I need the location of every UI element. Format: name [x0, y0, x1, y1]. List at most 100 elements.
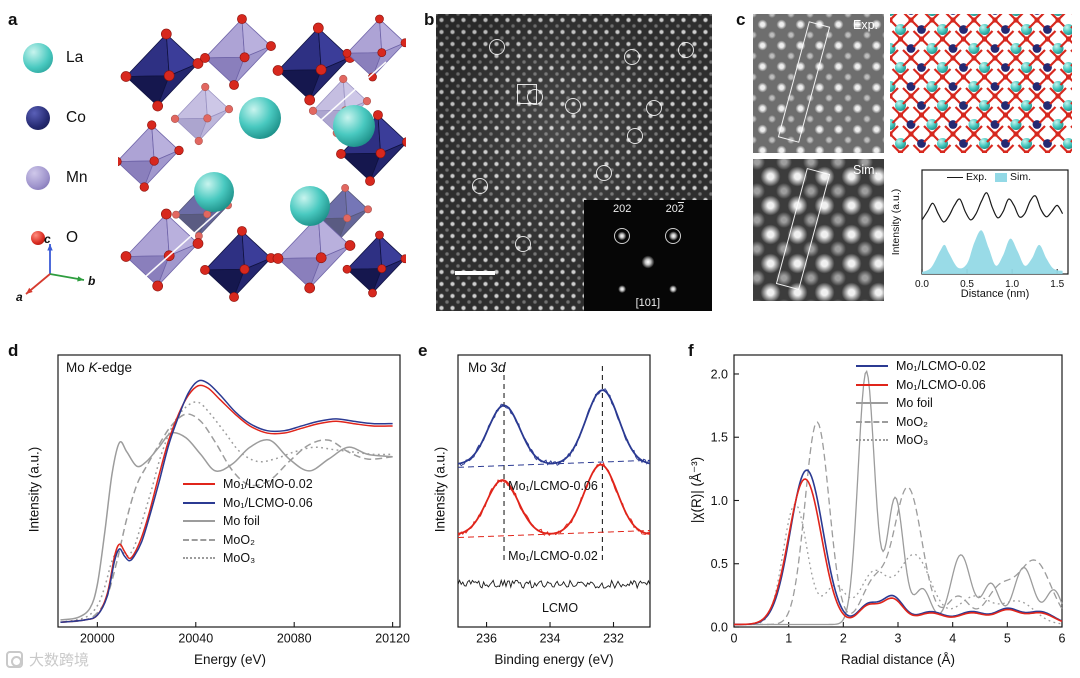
legend-item-lcmo006: Mo₁/LCMO-0.06 [183, 496, 313, 510]
la-sphere-icon [23, 43, 53, 73]
o-atom [368, 288, 377, 298]
xps-ylabel: Intensity (a.u.) [432, 446, 448, 533]
watermark-text: 大数跨境 [29, 652, 90, 669]
o-atom [224, 105, 234, 114]
watermark: 大数跨境 [6, 649, 89, 670]
model-octahedron [1038, 30, 1057, 48]
y-tick-label: 2.0 [711, 367, 728, 381]
legend-item-lcmo006: Mo₁/LCMO-0.06 [856, 378, 986, 392]
legend-item-moo2: MoO₂ [856, 415, 986, 429]
exafs-ylabel: |χ(R)| (Å⁻³) [689, 456, 704, 524]
profile-legend-exp: Exp. [947, 171, 987, 183]
model-octahedron [1028, 87, 1046, 105]
axis-label-c: c [44, 232, 51, 246]
octahedron [200, 226, 276, 302]
model-octahedron [1049, 125, 1067, 143]
model-octahedron [923, 125, 941, 143]
legend-label: Mo foil [223, 514, 260, 528]
fft-reflection-label-202bar: 202 [666, 203, 684, 215]
gray-dotted-line-sample [856, 439, 888, 441]
plot-frame [57, 354, 401, 628]
o-atom [170, 114, 180, 123]
spectrum-Mo₁/LCMO-0.02 [457, 462, 651, 537]
o-atom [152, 280, 164, 292]
y-tick-label: 1.5 [711, 431, 728, 445]
model-la-atom [1063, 100, 1072, 111]
o-atom [229, 80, 239, 90]
model-octahedron [890, 14, 899, 29]
exp-stem-image: Exp. [753, 14, 884, 153]
xps-curve-label-002: Mo₁/LCMO-0.02 [508, 549, 598, 563]
co-sphere-wrap [22, 106, 54, 130]
model-octahedron [1038, 106, 1057, 124]
model-octahedron [1007, 49, 1025, 67]
model-octahedron [923, 14, 941, 29]
legend-label-co: Co [66, 109, 86, 126]
single-atom-circle [623, 49, 640, 66]
o-atom [266, 41, 276, 51]
model-octahedron [1007, 125, 1025, 143]
model-octahedron [1038, 144, 1057, 153]
model-la-atom [927, 14, 937, 16]
model-octahedron [912, 68, 931, 86]
legend-item-lcmo002: Mo₁/LCMO-0.02 [856, 359, 986, 373]
scale-bar [455, 271, 496, 276]
la-atom [239, 97, 281, 139]
background-Mo₁/LCMO-0.06 [457, 459, 651, 468]
o-atom [365, 176, 375, 186]
model-octahedron [933, 144, 952, 153]
fft-spot-circle [614, 228, 631, 245]
series-MoO₃ [734, 503, 1063, 626]
o-sphere-wrap [22, 231, 54, 245]
octahedron [342, 230, 406, 298]
o-atom [200, 265, 210, 275]
xanes-title-post: -edge [97, 360, 133, 375]
o-atom [160, 28, 172, 40]
y-tick-label: 0.0 [711, 620, 728, 634]
legend-label-mn: Mn [66, 169, 88, 186]
legend-item-o: O [22, 208, 132, 268]
model-octahedron [933, 106, 952, 124]
model-octahedron [965, 14, 983, 29]
legend-label: Mo₁/LCMO-0.06 [223, 495, 313, 510]
series-Mo foil [60, 431, 393, 621]
model-octahedron [975, 106, 994, 124]
o-atom [239, 52, 250, 63]
model-octahedron [902, 125, 920, 143]
axis-arrowhead [77, 276, 84, 282]
x-tick-label: 234 [540, 632, 561, 646]
octahedron [118, 120, 184, 192]
xps-title-pre: Mo 3 [468, 360, 499, 375]
x-tick-label: 20040 [178, 632, 213, 646]
o-atom [373, 110, 383, 120]
x-tick-label: 236 [476, 632, 497, 646]
legend-label: Mo foil [896, 396, 933, 410]
model-co-atom [908, 14, 914, 15]
model-octahedron [1059, 68, 1072, 86]
fft-202-text: 202 [612, 202, 632, 215]
legend-label: Mo₁/LCMO-0.02 [896, 359, 986, 373]
model-octahedron [1038, 68, 1057, 86]
fft-spot [669, 284, 678, 293]
o-atom [304, 282, 316, 294]
model-octahedron [1049, 14, 1067, 29]
model-octahedron [1059, 144, 1072, 153]
fft-spot [618, 284, 627, 293]
exp-profile-line [921, 192, 1064, 223]
single-atom-circle [472, 178, 489, 195]
model-octahedron [996, 30, 1015, 48]
structure-model-image [890, 14, 1072, 153]
fft-202bar-bar: 2 [677, 202, 684, 215]
octahedron [170, 82, 234, 146]
x-tick-label: 0 [731, 632, 738, 646]
exp-line-sample [947, 176, 963, 178]
model-octahedron [1049, 87, 1067, 105]
model-la-atom [1063, 62, 1072, 73]
fft-reflection-label-202: 202 [613, 203, 631, 215]
panel-label-c: c [736, 10, 746, 29]
model-octahedron [1017, 144, 1036, 153]
o-atom [377, 48, 387, 57]
o-atom [200, 53, 210, 63]
o-atom [375, 14, 384, 24]
y-tick-label: 1.0 [711, 494, 728, 508]
